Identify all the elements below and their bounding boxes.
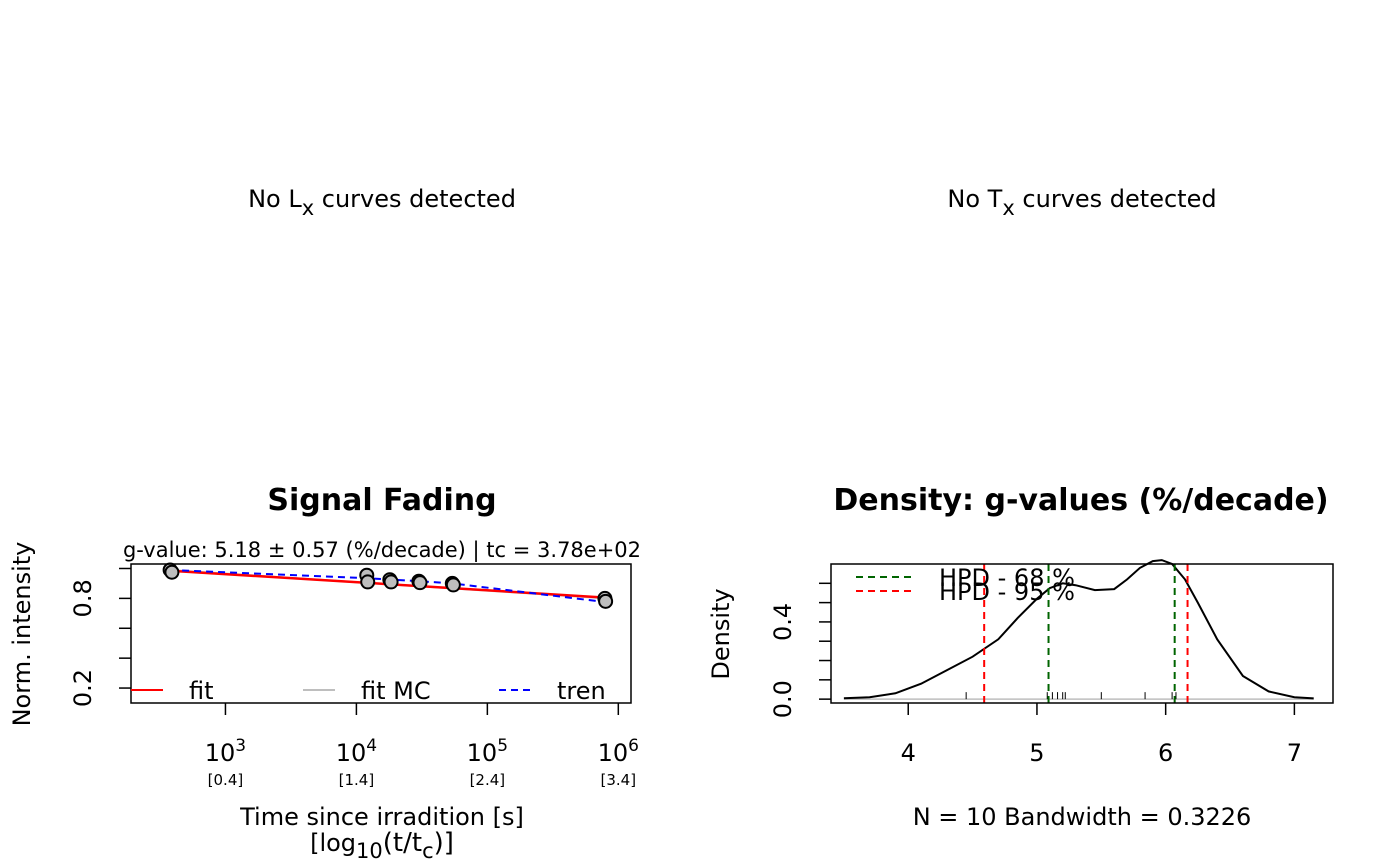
fading-title: Signal Fading <box>267 483 496 518</box>
fading-legend-label: tren <box>557 677 606 705</box>
fading-data-point <box>445 577 461 593</box>
fading-data-point <box>383 574 399 590</box>
lx-message: No Lx curves detected <box>248 185 516 220</box>
fading-x-tick-label: 103 <box>205 736 246 767</box>
density-y-tick-label: 0.4 <box>769 603 797 641</box>
density-x-tick-label: 4 <box>901 739 916 767</box>
fading-x-secondary-label: [2.4] <box>470 771 506 789</box>
density-plot-box <box>830 563 1334 704</box>
fading-xlabel: Time since irradition [s] <box>239 803 524 831</box>
density-x-tick-label: 7 <box>1287 739 1302 767</box>
density-x-tick-label: 6 <box>1158 739 1173 767</box>
fading-x-tick-label: 105 <box>467 736 508 767</box>
fading-ylabel: Norm. intensity <box>8 542 36 727</box>
fading-data-point <box>412 575 428 591</box>
density-legend-label: HPD - 95 % <box>939 578 1075 606</box>
density-title: Density: g-values (%/decade) <box>833 483 1328 518</box>
fading-y-tick-label: 0.2 <box>69 669 97 707</box>
density-y-tick-label: 0.0 <box>769 680 797 718</box>
density-legend-label: HPD - 68 % <box>939 564 1075 592</box>
fading-x-tick-label: 106 <box>598 736 639 767</box>
fading-plot-box <box>130 563 632 704</box>
fading-x-tick-label: 104 <box>336 736 377 767</box>
fading-x-secondary-label: [3.4] <box>601 771 637 789</box>
density-xlabel: N = 10 Bandwidth = 0.3226 <box>913 803 1252 831</box>
density-chart: Density: g-values (%/decade) 4 5 6 70.00.4 … <box>707 483 1334 831</box>
signal-fading-chart: Signal Fading g-value: 5.18 ± 0.57 (%/de… <box>8 483 641 863</box>
density-x-tick-label: 5 <box>1029 739 1044 767</box>
fading-data-point <box>164 564 180 580</box>
tx-message: No Tx curves detected <box>947 185 1216 220</box>
fading-subtitle: g-value: 5.18 ± 0.57 (%/decade) | tc = 3… <box>123 538 641 563</box>
fading-data-point <box>598 593 614 609</box>
fading-xlabel-log: [log10(t/tc)] <box>310 828 454 863</box>
fading-x-secondary-label: [1.4] <box>339 771 375 789</box>
fading-legend-label: fit MC <box>361 677 431 705</box>
fading-data-point <box>360 574 376 590</box>
fading-y-tick-label: 0.8 <box>69 579 97 617</box>
density-curve <box>843 559 1314 700</box>
fading-x-secondary-label: [0.4] <box>208 771 244 789</box>
density-ylabel: Density <box>707 588 735 679</box>
fading-legend-label: fit <box>189 677 214 705</box>
